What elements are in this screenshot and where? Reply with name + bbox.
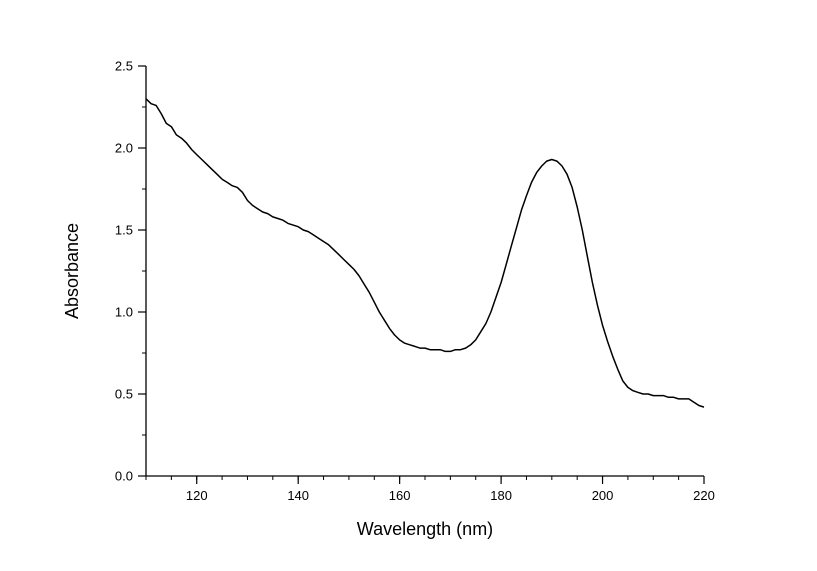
- x-tick-label: 220: [693, 488, 715, 503]
- y-axis-title: Absorbance: [62, 223, 82, 319]
- x-axis-title: Wavelength (nm): [357, 519, 493, 539]
- y-tick-label: 0.5: [115, 387, 133, 402]
- y-axis-ticks: 0.0 0.5 1.0 1.5 2.0 2.5: [115, 59, 146, 484]
- y-tick-label: 0.0: [115, 469, 133, 484]
- y-tick-label: 1.0: [115, 305, 133, 320]
- x-axis-ticks: 120 140 160 180 200 220: [145, 476, 715, 503]
- axes: [145, 66, 704, 477]
- x-tick-label: 200: [592, 488, 614, 503]
- y-tick-label: 1.5: [115, 223, 133, 238]
- x-tick-label: 120: [186, 488, 208, 503]
- absorbance-series-line: [145, 98, 705, 408]
- x-tick-label: 160: [389, 488, 411, 503]
- y-tick-label: 2.0: [115, 141, 133, 156]
- x-tick-label: 140: [287, 488, 309, 503]
- y-tick-label: 2.5: [115, 59, 133, 74]
- x-tick-label: 180: [490, 488, 512, 503]
